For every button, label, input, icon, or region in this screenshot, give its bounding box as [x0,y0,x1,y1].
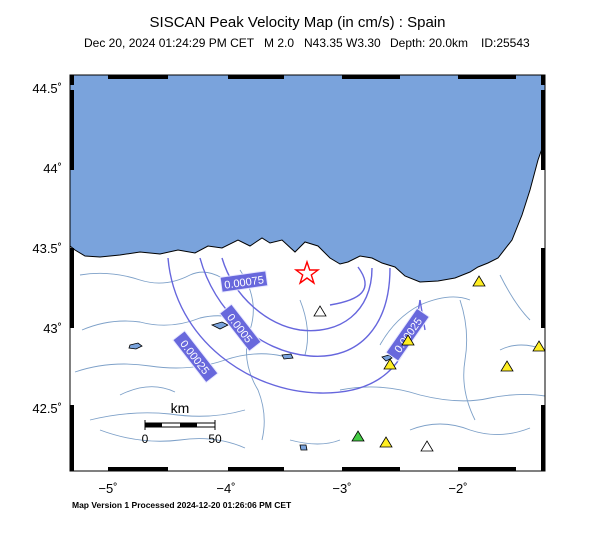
lon-tick-label: −4˚ [216,481,235,496]
frame-ticks [70,75,545,471]
lat-tick-label: 44.5˚ [32,81,62,96]
station-triangle-icon [420,440,434,452]
map-version-footer: Map Version 1 Processed 2024-12-20 01:26… [72,500,292,510]
lat-tick-label: 43˚ [43,321,62,336]
station-triangle-icon [313,305,327,317]
station-triangle-icon [383,358,397,370]
map-title: SISCAN Peak Velocity Map (in cm/s) : Spa… [149,14,446,31]
svg-text:0.00075: 0.00075 [224,274,265,291]
scale-bar-title: km [171,400,190,416]
event-date: Dec 20, 2024 01:24:29 PM CET [84,36,255,50]
epicenter-star-icon [293,259,321,285]
station-triangle-icon [472,275,486,287]
lat-tick-label: 44˚ [43,161,62,176]
station-triangle-icon [500,360,514,372]
sea-area [70,75,545,283]
event-magnitude: M 2.0 [264,36,295,50]
scale-bar-start: 0 [142,432,149,446]
lon-tick-label: −2˚ [448,481,467,496]
station-triangle-icon [401,334,415,346]
rivers [74,269,545,449]
event-info: Dec 20, 2024 01:24:29 PM CET M 2.0 N43.3… [0,36,595,120]
event-id: ID:25543 [481,36,530,50]
event-depth: Depth: 20.0km [390,36,469,50]
station-triangle-icon [351,430,365,442]
contour-label-1: 0.00075 [219,270,269,293]
scale-bar-end: 50 [208,432,222,446]
lon-tick-label: −3˚ [332,481,351,496]
event-location: N43.35 W3.30 [304,36,381,50]
lat-tick-label: 43.5˚ [32,241,62,256]
stations [313,275,545,452]
scale-bar: km 0 50 [142,400,222,446]
station-triangle-icon [532,340,545,352]
lat-tick-label: 42.5˚ [32,401,62,416]
station-triangle-icon [379,436,393,448]
lon-tick-label: −5˚ [98,481,117,496]
